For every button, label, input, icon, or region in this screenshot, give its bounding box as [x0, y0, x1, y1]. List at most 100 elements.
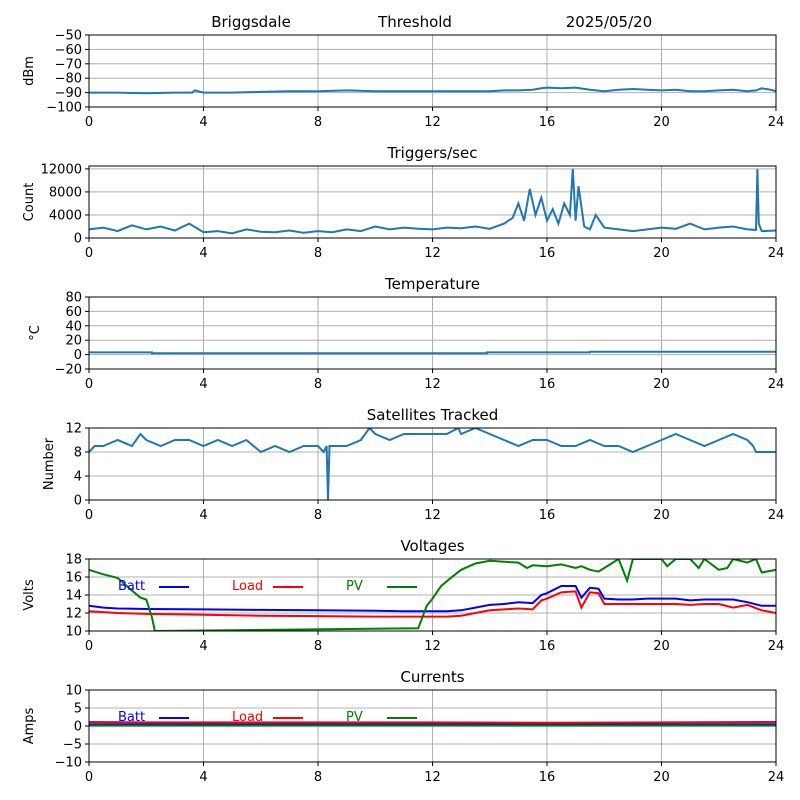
y-tick-label: 4 — [74, 470, 82, 485]
series-line-batt — [89, 585, 776, 613]
x-tick-label: 24 — [768, 639, 785, 654]
legend-label-batt: Batt — [118, 579, 145, 594]
series-line-0 — [89, 168, 776, 235]
x-tick-label: 12 — [424, 508, 441, 523]
y-tick-label: −80 — [55, 72, 82, 87]
y-tick-label: 0 — [74, 232, 82, 247]
chart-panel-1: 0 4 8 12 16 20 24 0 4000 8000 12000 Triggers/sec Cou… — [22, 144, 784, 261]
y-tick-label: 0 — [74, 348, 82, 363]
chart-panel-0: 0 4 8 12 16 20 24 −100−90−80−70−60−50 dBm — [22, 29, 784, 131]
x-tick-label: 24 — [768, 246, 785, 261]
y-tick-label: 10 — [65, 625, 82, 640]
y-tick-label: 40 — [65, 319, 82, 334]
series-line-0 — [89, 350, 776, 355]
x-tick-label: 24 — [768, 377, 785, 392]
y-tick-label: −5 — [63, 738, 82, 753]
y-tick-label: −70 — [55, 57, 82, 72]
y-tick-label: −50 — [55, 29, 82, 44]
chart-title: Voltages — [400, 537, 464, 555]
x-tick-label: 24 — [768, 115, 785, 130]
x-tick-label: 20 — [653, 508, 670, 523]
x-tick-label: 16 — [539, 770, 556, 785]
y-axis-label: Amps — [22, 707, 37, 744]
y-tick-label: 12 — [65, 607, 82, 622]
x-tick-label: 4 — [199, 639, 207, 654]
x-tick-label: 12 — [424, 246, 441, 261]
x-tick-label: 12 — [424, 770, 441, 785]
x-tick-label: 20 — [653, 770, 670, 785]
series-line-load — [89, 721, 776, 724]
y-tick-label: 16 — [65, 571, 82, 586]
x-tick-label: 24 — [768, 508, 785, 523]
y-tick-label: 8000 — [49, 185, 82, 200]
y-tick-label: 4000 — [49, 208, 82, 223]
y-axis-label: °C — [28, 325, 43, 341]
y-axis-label: Count — [22, 183, 37, 222]
x-tick-label: 12 — [424, 115, 441, 130]
x-tick-label: 20 — [653, 246, 670, 261]
station-name: Briggsdale — [211, 13, 291, 31]
x-tick-label: 4 — [199, 246, 207, 261]
date-label: 2025/05/20 — [566, 13, 652, 31]
x-tick-label: 8 — [314, 115, 322, 130]
x-tick-label: 20 — [653, 639, 670, 654]
x-tick-label: 4 — [199, 115, 207, 130]
x-tick-label: 8 — [314, 377, 322, 392]
legend-label-batt: Batt — [118, 710, 145, 725]
chart-panel-4: 0 4 8 12 16 20 24 10 12 14 16 18 Voltages Volts Batt Lo… — [22, 537, 784, 654]
y-axis-label: Volts — [22, 579, 37, 611]
x-tick-label: 20 — [653, 377, 670, 392]
y-tick-label: 20 — [65, 334, 82, 349]
legend-label-load: Load — [232, 710, 263, 725]
x-tick-label: 8 — [314, 639, 322, 654]
y-tick-label: 12 — [65, 422, 82, 437]
series-line-load — [89, 590, 776, 618]
x-tick-label: 0 — [85, 639, 93, 654]
x-tick-label: 0 — [85, 377, 93, 392]
x-tick-label: 4 — [199, 377, 207, 392]
y-axis-label: Number — [42, 437, 57, 490]
y-tick-label: 5 — [74, 702, 82, 717]
x-tick-label: 0 — [85, 246, 93, 261]
y-axis-label: dBm — [22, 56, 37, 86]
series-line-0 — [89, 428, 776, 500]
y-tick-label: 14 — [65, 589, 82, 604]
y-tick-label: −90 — [55, 86, 82, 101]
y-tick-label: −10 — [55, 756, 82, 771]
chart-panel-5: 0 4 8 12 16 20 24 −10 −5 0 5 10 Currents Amps Batt Load… — [22, 668, 784, 785]
x-tick-label: 24 — [768, 770, 785, 785]
x-tick-label: 8 — [314, 770, 322, 785]
y-tick-label: −100 — [46, 101, 82, 116]
x-tick-label: 12 — [424, 639, 441, 654]
x-tick-label: 16 — [539, 246, 556, 261]
chart-title: Satellites Tracked — [367, 406, 498, 424]
y-tick-label: 8 — [74, 446, 82, 461]
x-tick-label: 0 — [85, 770, 93, 785]
series-line-0 — [89, 86, 776, 95]
y-tick-label: 60 — [65, 305, 82, 320]
y-tick-label: 18 — [65, 553, 82, 568]
x-tick-label: 0 — [85, 115, 93, 130]
legend-label-pv: PV — [346, 579, 363, 594]
y-tick-label: −20 — [55, 363, 82, 378]
legend-label-pv: PV — [346, 710, 363, 725]
chart-title: Temperature — [384, 275, 480, 293]
y-tick-label: 12000 — [41, 162, 82, 177]
chart-title: Currents — [400, 668, 464, 686]
legend-label-load: Load — [232, 579, 263, 594]
y-tick-label: 80 — [65, 291, 82, 306]
x-tick-label: 16 — [539, 508, 556, 523]
y-tick-label: 0 — [74, 494, 82, 509]
y-tick-label: 10 — [65, 684, 82, 699]
chart-panel-3: 0 4 8 12 16 20 24 0 4 8 12 Satellites Tracked Number — [42, 406, 784, 523]
x-tick-label: 12 — [424, 377, 441, 392]
y-tick-label: −60 — [55, 43, 82, 58]
x-tick-label: 20 — [653, 115, 670, 130]
x-tick-label: 8 — [314, 508, 322, 523]
mode-label: Threshold — [377, 13, 452, 31]
x-tick-label: 16 — [539, 377, 556, 392]
chart-title: Triggers/sec — [387, 144, 478, 162]
x-tick-label: 4 — [199, 770, 207, 785]
